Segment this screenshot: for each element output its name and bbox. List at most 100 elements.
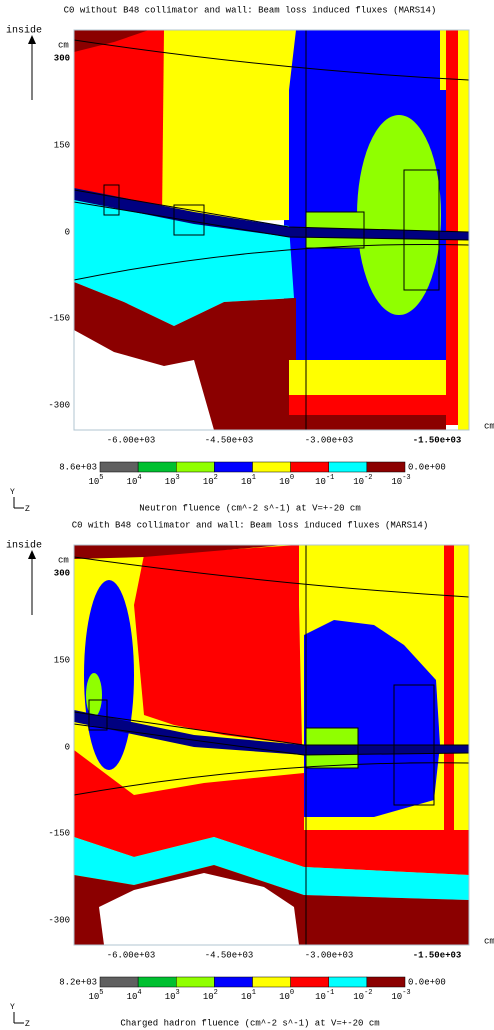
axis-icon-y: Y	[10, 1003, 15, 1012]
colorbar-segment	[99, 461, 139, 473]
y-tick-label: 150	[54, 655, 70, 665]
y-tick-label: -300	[48, 915, 70, 925]
colorbar-tick-label: 101	[241, 989, 256, 1003]
tick-exponent: 5	[99, 989, 103, 997]
tick-base: 10	[88, 477, 99, 487]
colorbar-segment	[252, 976, 291, 988]
axis-icon-y: Y	[10, 488, 15, 497]
tick-exponent: 4	[137, 989, 141, 997]
y-axis-label: inside	[6, 25, 42, 37]
colorbar-tick-label: 100	[279, 474, 294, 488]
x-unit: cm	[484, 421, 494, 431]
caption: Neutron fluence (cm^-2 s^-1) at V=+-20 c…	[139, 503, 360, 513]
colorbar-segment	[366, 976, 406, 988]
colorbar-tick-label: 10-1	[315, 989, 334, 1003]
tick-base: 10	[391, 992, 402, 1002]
plot-frame	[73, 544, 470, 946]
colorbar-tick-label: 105	[88, 989, 103, 1003]
y-tick-label: -150	[48, 313, 70, 323]
tick-base: 10	[88, 992, 99, 1002]
colorbar-max: 8.6e+03	[59, 462, 97, 472]
axis-arrow-head	[28, 550, 36, 559]
colorbar-tick-label: 102	[203, 989, 218, 1003]
x-tick-label: -4.50e+03	[205, 435, 254, 445]
tick-base: 10	[279, 992, 290, 1002]
caption: Charged hadron fluence (cm^-2 s^-1) at V…	[120, 1018, 379, 1028]
y-tick-label: 0	[65, 742, 70, 752]
tick-base: 10	[315, 992, 326, 1002]
y-unit: cm	[58, 555, 69, 565]
tick-exponent: 3	[176, 474, 180, 482]
colorbar-tick-label: 103	[165, 989, 180, 1003]
axis-arrow-head	[28, 35, 36, 44]
colorbar-segment	[99, 976, 139, 988]
colorbar-segment	[214, 461, 253, 473]
colorbar-tick-label: 105	[88, 474, 103, 488]
colorbar-segment	[137, 976, 177, 988]
x-tick-label: -4.50e+03	[205, 950, 254, 960]
tick-base: 10	[241, 992, 252, 1002]
axis-icon-z: Z	[25, 1020, 30, 1029]
colorbar-segment	[214, 976, 253, 988]
tick-base: 10	[165, 992, 176, 1002]
colorbar-segment	[290, 461, 329, 473]
colorbar-segment	[290, 976, 329, 988]
tick-base: 10	[127, 477, 138, 487]
colorbar-segment	[252, 461, 291, 473]
tick-exponent: -3	[402, 474, 410, 482]
colorbar-tick-label: 103	[165, 474, 180, 488]
y-tick-label: -300	[48, 400, 70, 410]
tick-base: 10	[315, 477, 326, 487]
x-tick-label: -1.50e+03	[413, 435, 462, 445]
colorbar-tick-label: 10-3	[391, 474, 410, 488]
y-tick-label: 150	[54, 140, 70, 150]
colorbar-tick-label: 104	[127, 474, 142, 488]
x-tick-label: -1.50e+03	[413, 950, 462, 960]
tick-exponent: -3	[402, 989, 410, 997]
panel-title: C0 without B48 collimator and wall: Beam…	[64, 5, 437, 15]
colorbar-tick-label: 10-2	[353, 474, 372, 488]
y-tick-label: -150	[48, 828, 70, 838]
colorbar-tick-label: 102	[203, 474, 218, 488]
tick-exponent: 3	[176, 989, 180, 997]
axis-icon-z: Z	[25, 505, 30, 514]
colorbar-tick-label: 10-3	[391, 989, 410, 1003]
tick-base: 10	[203, 992, 214, 1002]
colorbar-min: 0.0e+00	[408, 977, 446, 987]
tick-base: 10	[353, 992, 364, 1002]
y-unit: cm	[58, 40, 69, 50]
tick-exponent: -1	[326, 474, 334, 482]
flux-map	[74, 30, 469, 430]
tick-base: 10	[391, 477, 402, 487]
x-tick-label: -6.00e+03	[107, 435, 156, 445]
tick-exponent: 4	[137, 474, 141, 482]
x-unit: cm	[484, 936, 494, 946]
y-axis-label: inside	[6, 540, 42, 552]
tick-exponent: -2	[364, 989, 372, 997]
colorbar-tick-label: 104	[127, 989, 142, 1003]
x-tick-label: -3.00e+03	[305, 435, 354, 445]
tick-exponent: -2	[364, 474, 372, 482]
colorbar-tick-label: 100	[279, 989, 294, 1003]
tick-exponent: 1	[252, 474, 256, 482]
tick-exponent: 2	[214, 989, 218, 997]
tick-base: 10	[165, 477, 176, 487]
colorbar-segment	[366, 461, 406, 473]
tick-base: 10	[241, 477, 252, 487]
colorbar-segment	[137, 461, 177, 473]
colorbar-segment	[328, 461, 368, 473]
plot-frame	[73, 29, 470, 431]
tick-exponent: 1	[252, 989, 256, 997]
tick-exponent: 2	[214, 474, 218, 482]
colorbar-segment	[328, 976, 368, 988]
tick-base: 10	[353, 477, 364, 487]
tick-base: 10	[127, 992, 138, 1002]
flux-map	[74, 545, 469, 945]
x-tick-label: -3.00e+03	[305, 950, 354, 960]
y-tick-label: 0	[65, 227, 70, 237]
colorbar-min: 0.0e+00	[408, 462, 446, 472]
colorbar-max: 8.2e+03	[59, 977, 97, 987]
panel-title: C0 with B48 collimator and wall: Beam lo…	[72, 520, 428, 530]
colorbar-tick-label: 10-1	[315, 474, 334, 488]
